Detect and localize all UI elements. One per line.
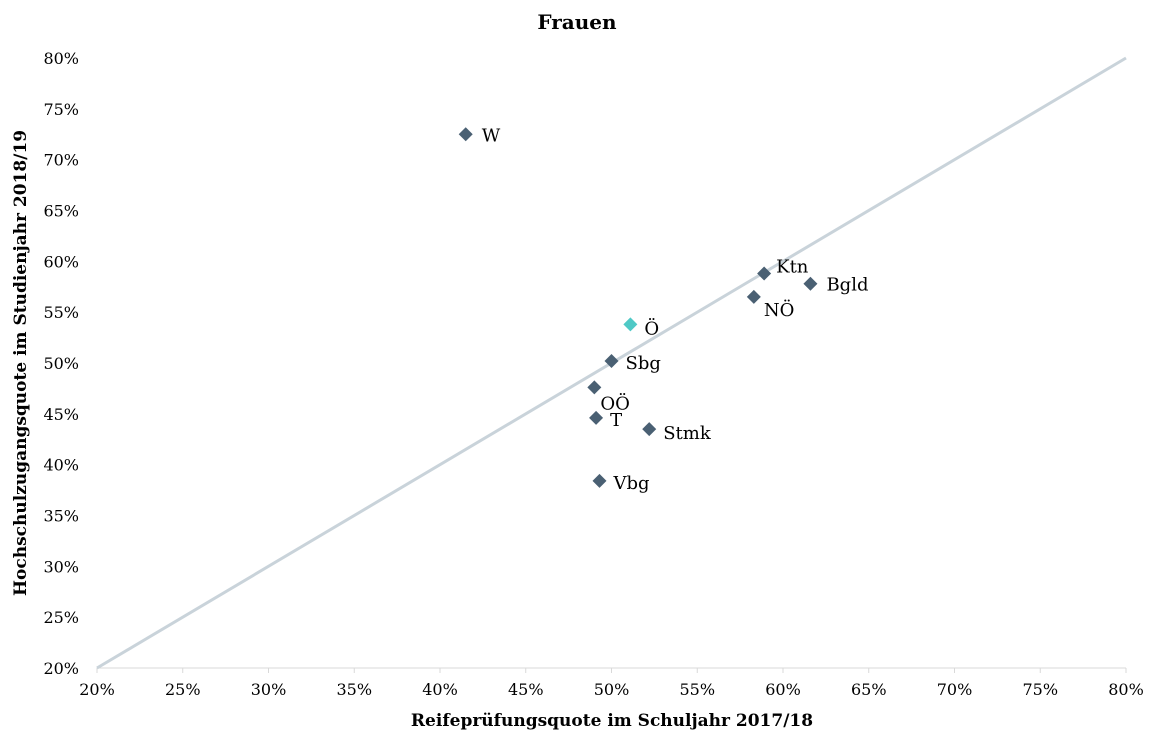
- x-axis-title: Reifeprüfungsquote im Schuljahr 2017/18: [411, 711, 813, 731]
- y-tick-label: 80%: [43, 49, 79, 68]
- data-point-marker: [623, 317, 638, 332]
- y-tick-label: 25%: [43, 608, 79, 627]
- data-points: W Ktn Bgld NÖ Ö Sbg OÖT Stmk Vbg: [458, 125, 868, 494]
- y-tick-label: 20%: [43, 659, 79, 678]
- x-tick-label: 55%: [679, 680, 715, 699]
- y-tick-label: 60%: [43, 252, 79, 271]
- data-point-marker: [803, 276, 818, 291]
- y-tick-label: 65%: [43, 202, 79, 221]
- x-tick-label: 45%: [508, 680, 544, 699]
- data-point-marker: [458, 127, 473, 142]
- y-tick-label: 55%: [43, 303, 79, 322]
- x-tick-label: 80%: [1108, 680, 1144, 699]
- x-axis-ticks: 20% 25% 30% 35% 40% 45% 50% 55% 60% 65% 70% 75% 80%: [79, 668, 1144, 699]
- data-point-label: OÖ: [600, 391, 630, 414]
- y-tick-label: 30%: [43, 557, 79, 576]
- y-axis-ticks: 20% 25% 30% 35% 40% 45% 50% 55% 60% 65% 70% 75% 80%: [43, 49, 79, 678]
- x-tick-label: 20%: [79, 680, 115, 699]
- x-tick-label: 50%: [594, 680, 630, 699]
- data-point-marker: [642, 422, 657, 437]
- data-point-marker: [746, 289, 761, 304]
- x-tick-label: 40%: [422, 680, 458, 699]
- x-tick-label: 75%: [1022, 680, 1058, 699]
- y-tick-label: 75%: [43, 100, 79, 119]
- data-point-label: Ktn: [776, 257, 809, 278]
- x-tick-label: 25%: [165, 680, 201, 699]
- x-tick-label: 70%: [937, 680, 973, 699]
- x-tick-label: 65%: [851, 680, 887, 699]
- data-point-marker: [592, 473, 607, 488]
- data-point-label: Sbg: [626, 353, 661, 374]
- data-point-label: Stmk: [663, 423, 712, 444]
- y-tick-label: 35%: [43, 507, 79, 526]
- data-point-label: Vbg: [612, 473, 649, 494]
- y-tick-label: 45%: [43, 405, 79, 424]
- data-point-label: W: [482, 125, 501, 146]
- data-point-marker: [604, 353, 619, 368]
- x-tick-label: 35%: [336, 680, 372, 699]
- y-tick-label: 70%: [43, 151, 79, 170]
- data-point-marker: [589, 410, 604, 425]
- y-tick-label: 40%: [43, 456, 79, 475]
- data-point-marker: [757, 266, 772, 281]
- y-tick-label: 50%: [43, 354, 79, 373]
- chart-title: Frauen: [537, 10, 617, 34]
- x-tick-label: 30%: [251, 680, 287, 699]
- data-point-label: T: [610, 410, 622, 431]
- y-axis-title: Hochschulzugangsquote im Studienjahr 201…: [11, 130, 31, 596]
- data-point-marker: [587, 380, 602, 395]
- data-point-label: Ö: [644, 316, 659, 339]
- data-point-label: Bgld: [826, 275, 868, 296]
- x-tick-label: 60%: [765, 680, 801, 699]
- data-point-label: NÖ: [764, 298, 795, 321]
